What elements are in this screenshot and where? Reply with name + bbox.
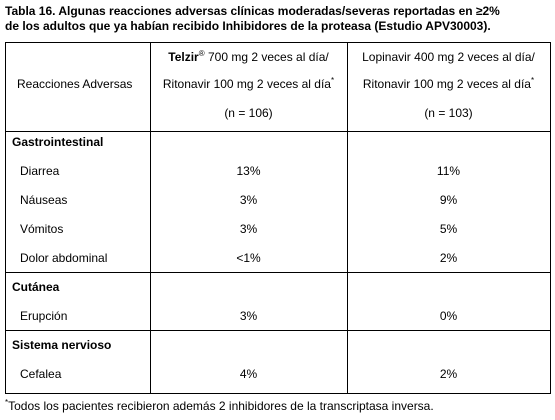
rule	[5, 330, 551, 331]
column-header-line: Ritonavir 100 mg 2 veces al día*	[162, 76, 335, 92]
percentage: 3%	[239, 309, 258, 323]
dose-text: Ritonavir 100 mg 2 veces al día	[362, 77, 531, 91]
column-header-line: Ritonavir 100 mg 2 veces al día*	[362, 76, 535, 92]
adverse-reaction: Diarrea	[20, 164, 60, 178]
footnote-mark: *	[330, 76, 335, 85]
adverse-reaction: Vómitos	[20, 222, 64, 236]
percentage: 2%	[439, 251, 458, 265]
sample-size: (n = 103)	[424, 106, 473, 120]
percentage: 5%	[439, 222, 458, 236]
drug-name: Telzir	[168, 50, 199, 64]
adverse-reaction: Náuseas	[20, 193, 68, 207]
adverse-reaction: Dolor abdominal	[20, 251, 108, 265]
percentage: 3%	[239, 222, 258, 236]
rule	[5, 272, 551, 273]
rule	[5, 131, 551, 132]
rule	[5, 393, 551, 394]
section-name: Gastrointestinal	[12, 135, 104, 149]
column-header-line: Lopinavir 400 mg 2 veces al día/	[362, 50, 535, 64]
column-header-line: Telzir® 700 mg 2 veces al día/	[168, 49, 329, 65]
rule	[347, 42, 348, 394]
percentage: 0%	[439, 309, 458, 323]
row-label-header: Reacciones Adversas	[17, 77, 133, 91]
rule	[5, 42, 6, 394]
percentage: 3%	[239, 193, 258, 207]
percentage: 2%	[439, 367, 458, 381]
percentage: 11%	[436, 164, 461, 178]
adverse-reaction: Erupción	[20, 309, 68, 323]
section-name: Sistema nervioso	[12, 338, 112, 352]
percentage: 13%	[236, 164, 261, 178]
footnote-text: Todos los pacientes recibieron además 2 …	[8, 399, 434, 413]
section-name: Cutánea	[12, 280, 60, 294]
adverse-reaction: Cefalea	[20, 367, 62, 381]
percentage: 9%	[439, 193, 458, 207]
rule	[150, 42, 151, 394]
percentage: 4%	[239, 367, 258, 381]
footnote-mark: *	[530, 76, 535, 85]
sample-size: (n = 106)	[224, 106, 273, 120]
title-line: de los adultos que ya habían recibido In…	[5, 19, 491, 33]
rule	[5, 42, 551, 43]
dose-text: Lopinavir 400 mg 2 veces al día/	[362, 50, 535, 64]
rule	[550, 42, 551, 394]
trademark: ®	[198, 49, 205, 58]
percentage: <1%	[236, 251, 261, 265]
title-line: Tabla 16. Algunas reacciones adversas cl…	[5, 4, 500, 18]
footnote-mark: *	[5, 398, 9, 407]
dose-text: Ritonavir 100 mg 2 veces al día	[162, 77, 331, 91]
footnote: *Todos los pacientes recibieron además 2…	[5, 398, 434, 414]
dose-text: 700 mg 2 veces al día/	[207, 50, 329, 64]
